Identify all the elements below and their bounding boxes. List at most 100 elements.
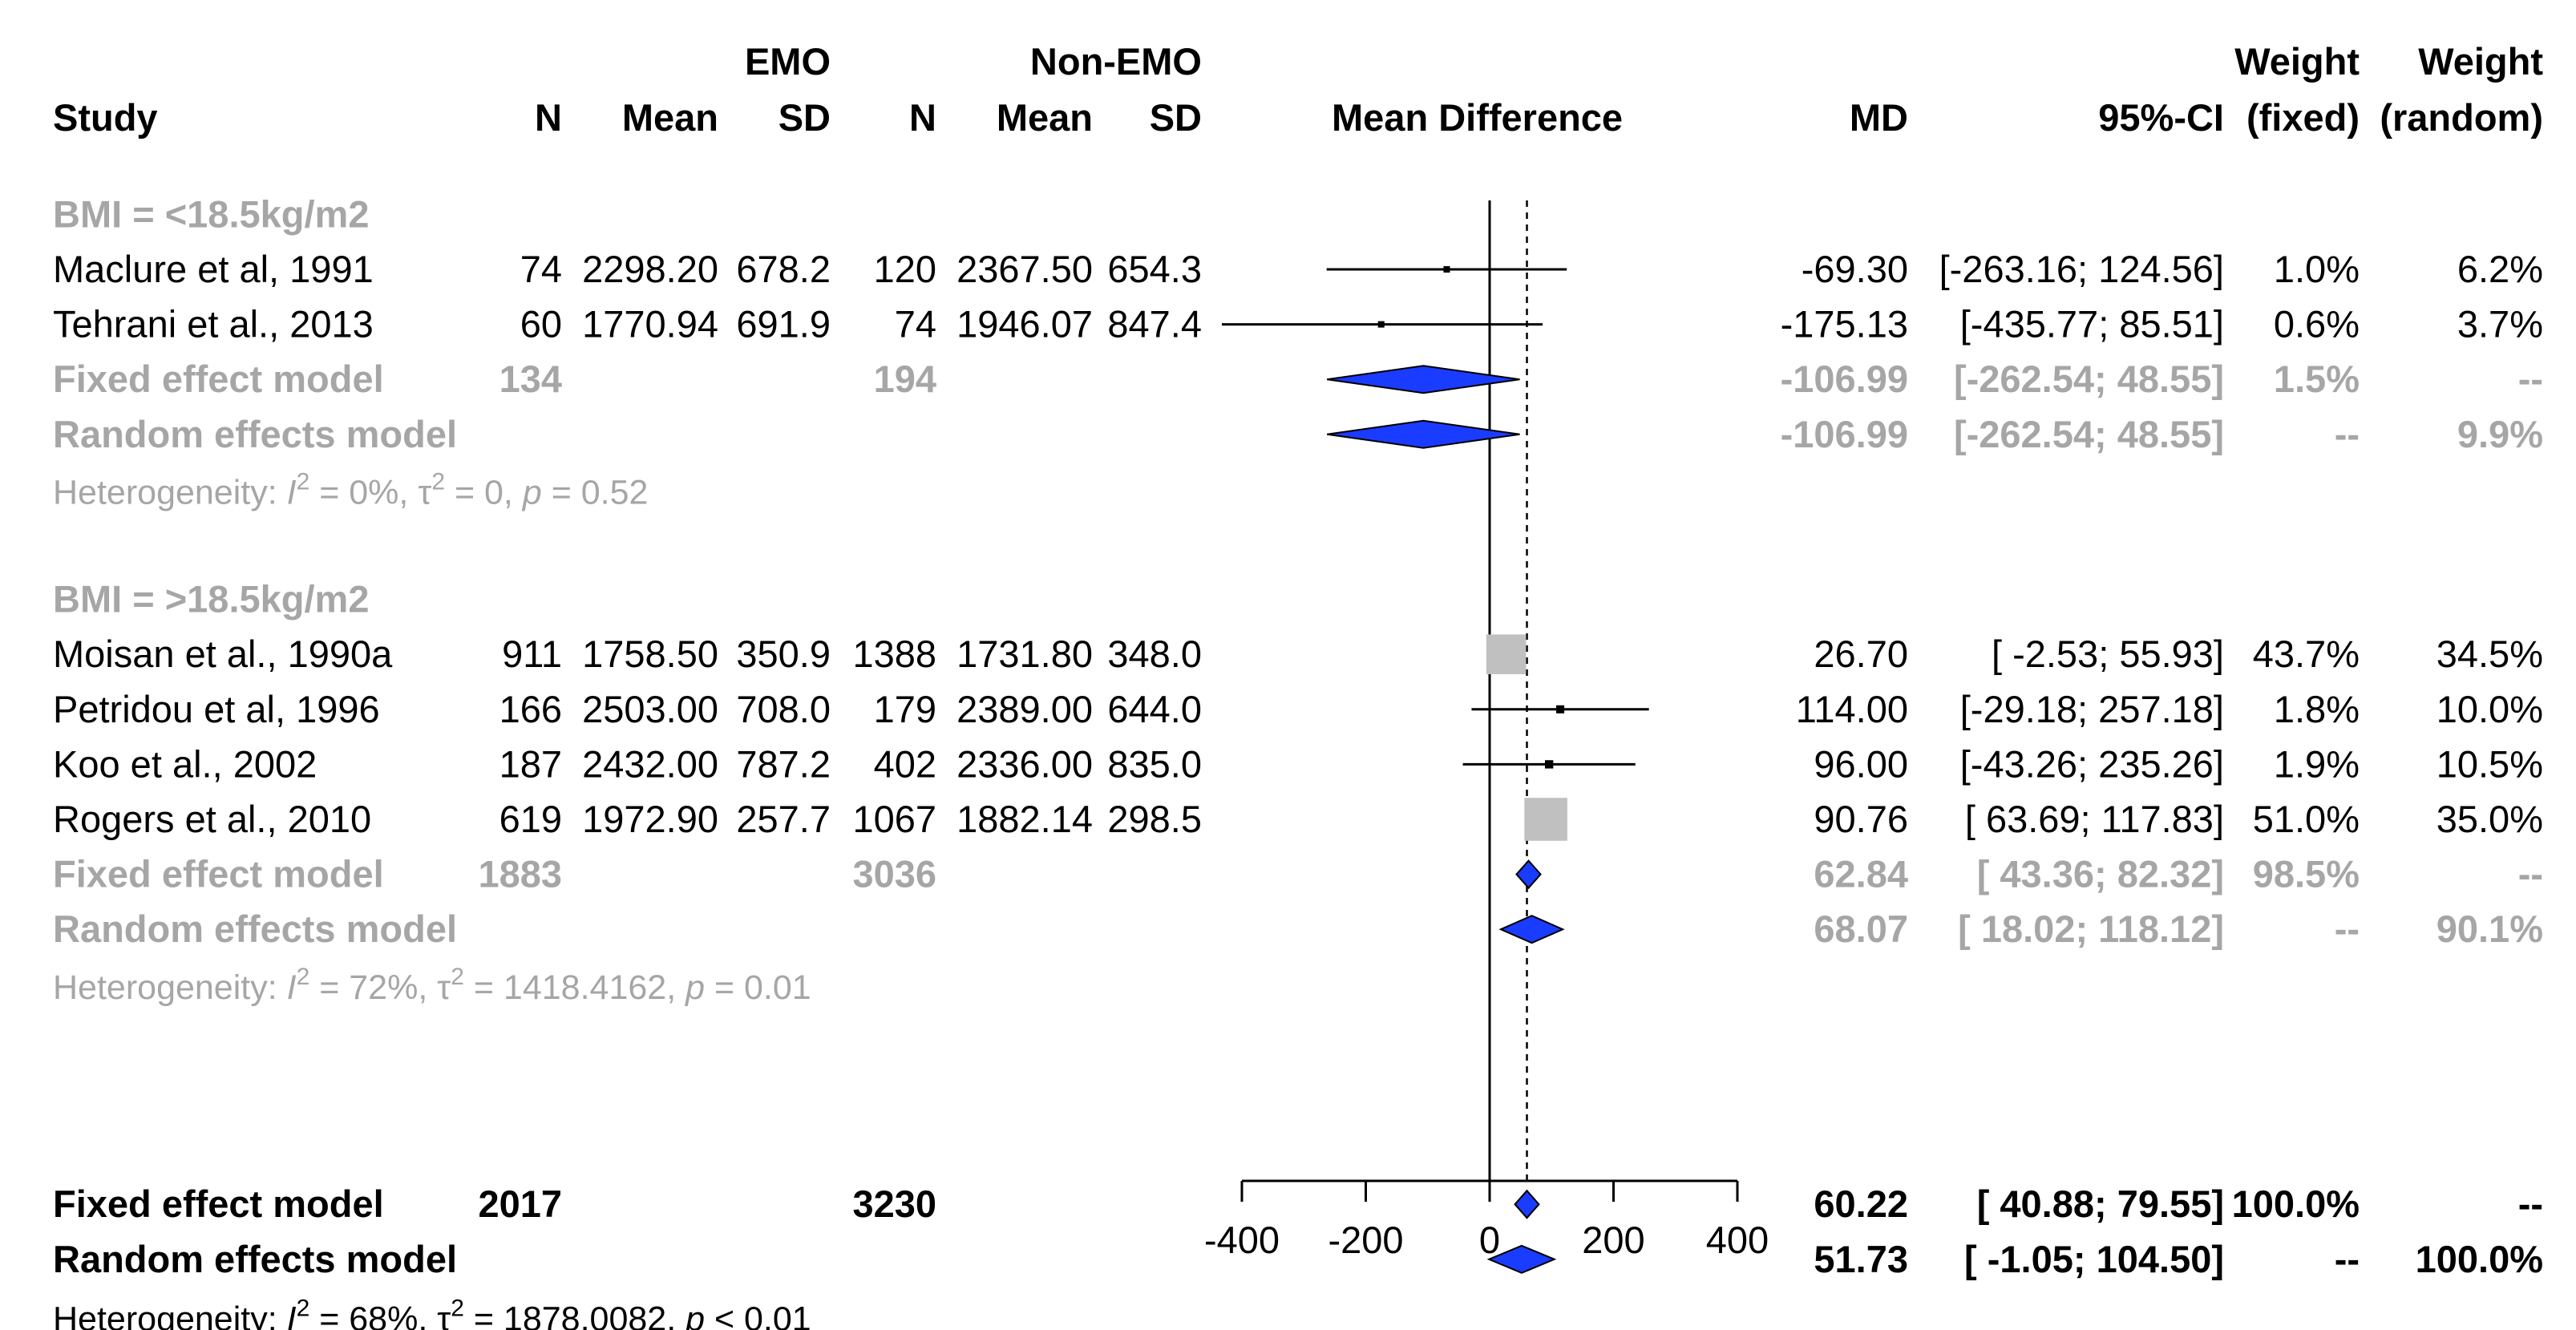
study-square [1524,798,1567,841]
study-mean-non-emo: 1731.80 [956,633,1093,675]
study-mean-non-emo: 2389.00 [956,688,1093,730]
study-mean-non-emo: 2336.00 [956,742,1093,785]
study-ci: [-263.16; 124.56] [1939,248,2224,290]
header-sd-emo: SD [778,96,831,139]
model-label: Fixed effect model [53,853,384,895]
subgroup-label: BMI = >18.5kg/m2 [53,578,369,621]
header-mean-non-emo: Mean [997,96,1093,139]
model-md: -106.99 [1781,413,1908,455]
study-mean-emo: 2432.00 [582,742,718,785]
study-md: 26.70 [1814,633,1908,675]
study-name: Rogers et al., 2010 [53,798,371,840]
model-md: 62.84 [1814,853,1908,895]
study-weight-fixed: 0.6% [2274,303,2360,346]
study-sd-emo: 678.2 [736,248,831,290]
study-name: Moisan et al., 1990a [53,633,393,675]
model-label: Random effects model [53,1238,457,1280]
model-n-emo: 2017 [478,1182,562,1225]
study-sd-emo: 691.9 [736,303,831,346]
subgroup-heterogeneity: Heterogeneity: I2 = 72%, τ2 = 1418.4162,… [53,964,811,1007]
header-ci: 95%-CI [2098,96,2224,139]
study-square [1443,266,1450,273]
study-ci: [-435.77; 85.51] [1960,303,2224,346]
model-n-non-emo: 3230 [852,1182,936,1225]
study-n-emo: 166 [499,688,562,730]
study-n-non-emo: 1067 [852,798,936,840]
summary-diamond [1486,1244,1557,1274]
study-weight-random: 10.5% [2436,742,2543,785]
summary-diamond [1327,419,1520,449]
summary-diamond [1327,365,1520,394]
model-weight-random: -- [2518,853,2543,895]
study-name: Tehrani et al., 2013 [53,303,374,346]
study-weight-random: 35.0% [2436,798,2543,840]
x-tick-label: -400 [1204,1219,1280,1261]
study-sd-non-emo: 298.5 [1107,798,1202,840]
study-ci: [-43.26; 235.26] [1960,742,2224,785]
study-weight-fixed: 51.0% [2253,798,2360,840]
header-weight-random: Weight [2418,40,2543,83]
header-mean-emo: Mean [622,96,718,139]
model-weight-fixed: -- [2335,1238,2360,1280]
study-n-emo: 187 [499,742,562,785]
model-weight-fixed: 1.5% [2274,358,2360,400]
study-md: -69.30 [1802,248,1908,290]
study-md: 90.76 [1814,798,1908,840]
study-weight-random: 3.7% [2457,303,2543,346]
study-n-non-emo: 120 [874,248,936,290]
model-weight-fixed: -- [2335,908,2360,950]
model-md: 68.07 [1814,908,1908,950]
model-n-emo: 134 [499,358,562,400]
study-n-non-emo: 74 [895,303,936,346]
study-mean-emo: 2298.20 [582,248,718,290]
model-ci: [ 40.88; 79.55] [1977,1182,2224,1225]
study-square [1377,321,1385,328]
study-ci: [ 63.69; 117.83] [1965,798,2224,840]
model-ci: [-262.54; 48.55] [1954,413,2224,455]
model-n-emo: 1883 [478,853,562,895]
study-square [1544,760,1554,769]
header-weight-fixed-sub: (fixed) [2246,96,2360,139]
study-sd-emo: 787.2 [736,742,831,785]
model-label: Fixed effect model [53,1182,384,1225]
model-n-non-emo: 194 [874,358,936,400]
study-sd-emo: 708.0 [736,688,831,730]
study-weight-random: 34.5% [2436,633,2543,675]
header-weight-random-sub: (random) [2380,96,2543,139]
study-weight-random: 6.2% [2457,248,2543,290]
model-n-non-emo: 3036 [852,853,936,895]
summary-diamond [1498,915,1565,944]
study-sd-non-emo: 835.0 [1107,742,1202,785]
model-ci: [ -1.05; 104.50] [1964,1238,2224,1280]
study-sd-non-emo: 348.0 [1107,633,1202,675]
model-ci: [ 43.36; 82.32] [1977,853,2224,895]
study-mean-non-emo: 1946.07 [956,303,1093,346]
study-weight-fixed: 1.9% [2274,742,2360,785]
header-sd-non-emo: SD [1150,96,1202,139]
study-weight-fixed: 43.7% [2253,633,2360,675]
model-label: Random effects model [53,908,457,950]
study-n-non-emo: 1388 [852,633,936,675]
study-mean-emo: 1758.50 [582,633,718,675]
study-name: Koo et al., 2002 [53,742,317,785]
study-n-emo: 911 [502,633,562,675]
study-sd-non-emo: 847.4 [1107,303,1202,346]
study-sd-emo: 257.7 [736,798,831,840]
model-label: Random effects model [53,413,457,455]
model-weight-random: 100.0% [2416,1238,2543,1280]
study-weight-random: 10.0% [2436,688,2543,730]
header-group-non-emo: Non-EMO [1030,40,1202,83]
x-tick-label: 200 [1582,1219,1644,1261]
model-weight-random: -- [2518,1182,2543,1225]
study-sd-non-emo: 654.3 [1107,248,1202,290]
study-mean-non-emo: 1882.14 [956,798,1093,840]
study-name: Petridou et al, 1996 [53,688,380,730]
header-weight-fixed: Weight [2234,40,2360,83]
summary-diamond [1514,1189,1540,1219]
model-weight-random: -- [2518,358,2543,400]
model-label: Fixed effect model [53,358,384,400]
model-weight-fixed: 98.5% [2253,853,2360,895]
x-tick-label: 400 [1706,1219,1769,1261]
model-weight-fixed: -- [2335,413,2360,455]
